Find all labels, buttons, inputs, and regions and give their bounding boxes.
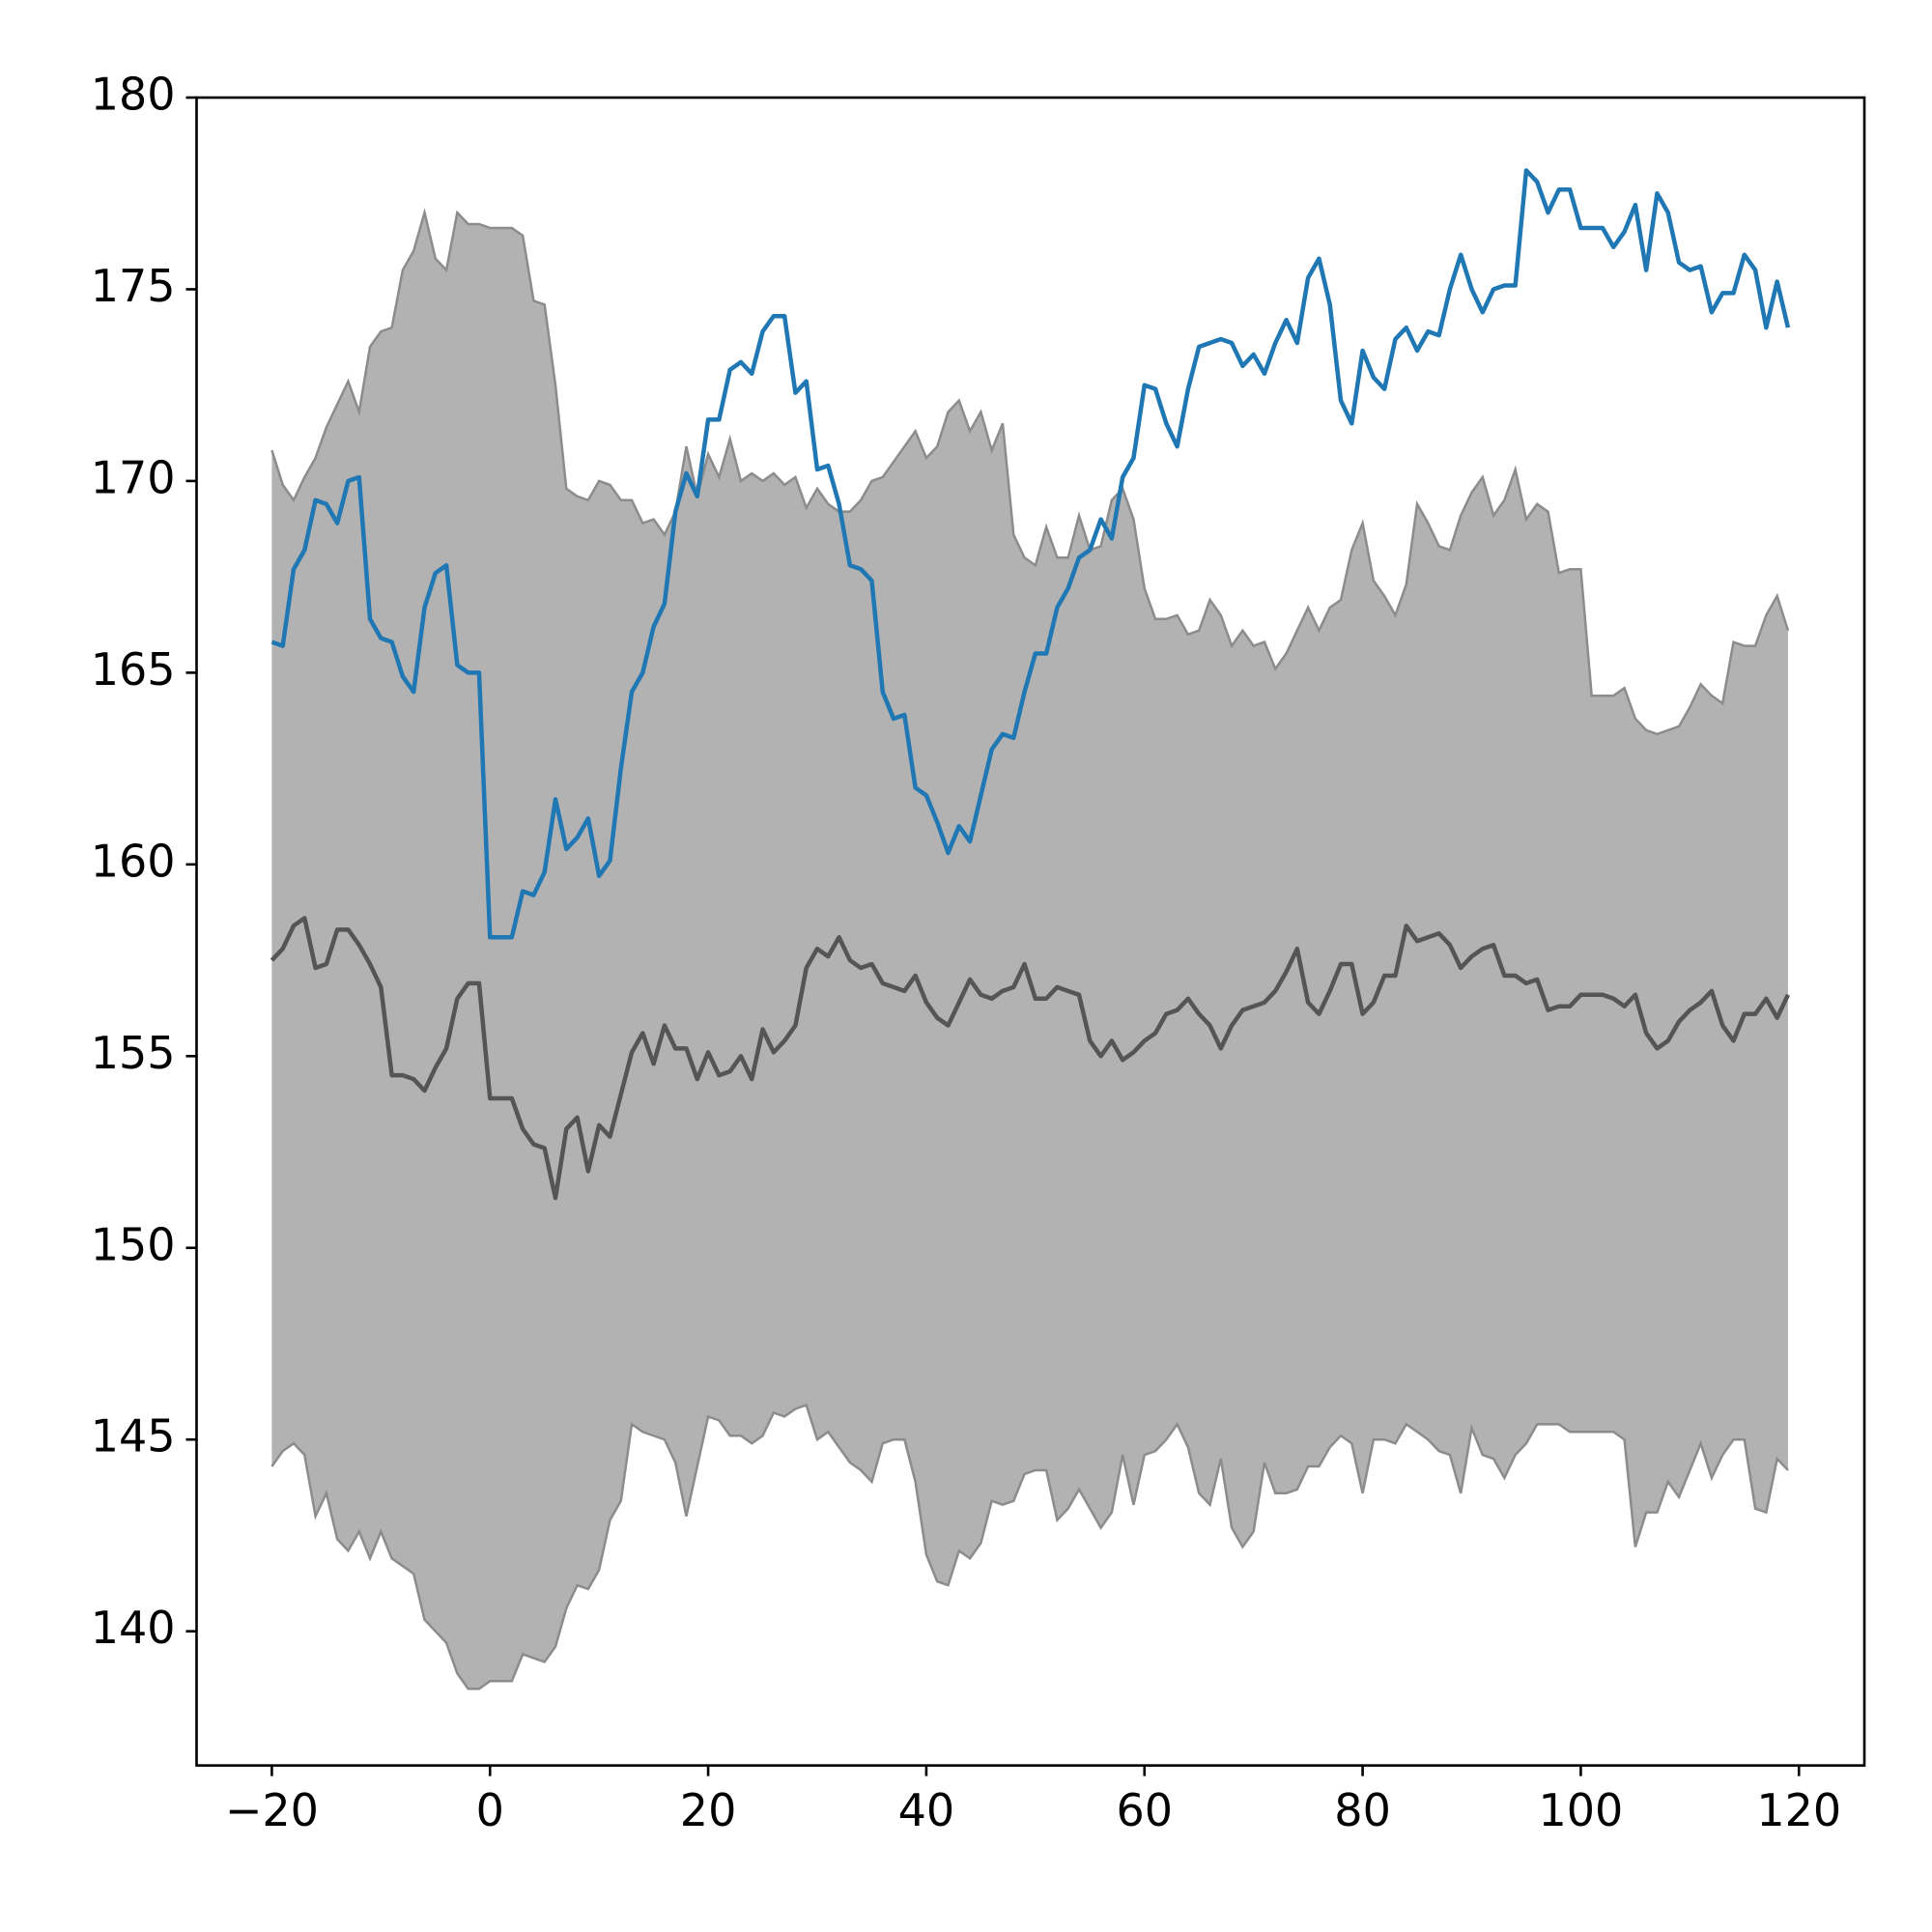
line <box>270 168 1791 940</box>
x-tick-label: 0 <box>476 1784 504 1836</box>
x-tick-label: 80 <box>1334 1784 1391 1836</box>
x-tick-label: 100 <box>1539 1784 1624 1836</box>
band-area <box>271 213 1788 1690</box>
y-tick-label: 150 <box>91 1218 176 1270</box>
y-tick-label: 180 <box>91 69 176 121</box>
x-tick-label: 60 <box>1116 1784 1173 1836</box>
x-tick-label: −20 <box>225 1784 319 1836</box>
y-tick-label: 155 <box>91 1027 176 1079</box>
y-tick-label: 145 <box>91 1410 176 1463</box>
band-edge <box>270 1403 1789 1690</box>
y-tick-label: 165 <box>91 643 176 696</box>
y-tick-label: 175 <box>91 260 176 312</box>
x-tick-label: 120 <box>1756 1784 1841 1836</box>
x-tick-label: 40 <box>898 1784 955 1836</box>
band-edge <box>270 208 1790 736</box>
y-tick-label: 170 <box>91 451 176 503</box>
y-tick-label: 160 <box>91 835 176 887</box>
x-tick-label: 20 <box>680 1784 737 1836</box>
plot-frame <box>195 96 1866 1767</box>
y-tick-label: 140 <box>91 1602 176 1654</box>
line <box>270 916 1790 1201</box>
